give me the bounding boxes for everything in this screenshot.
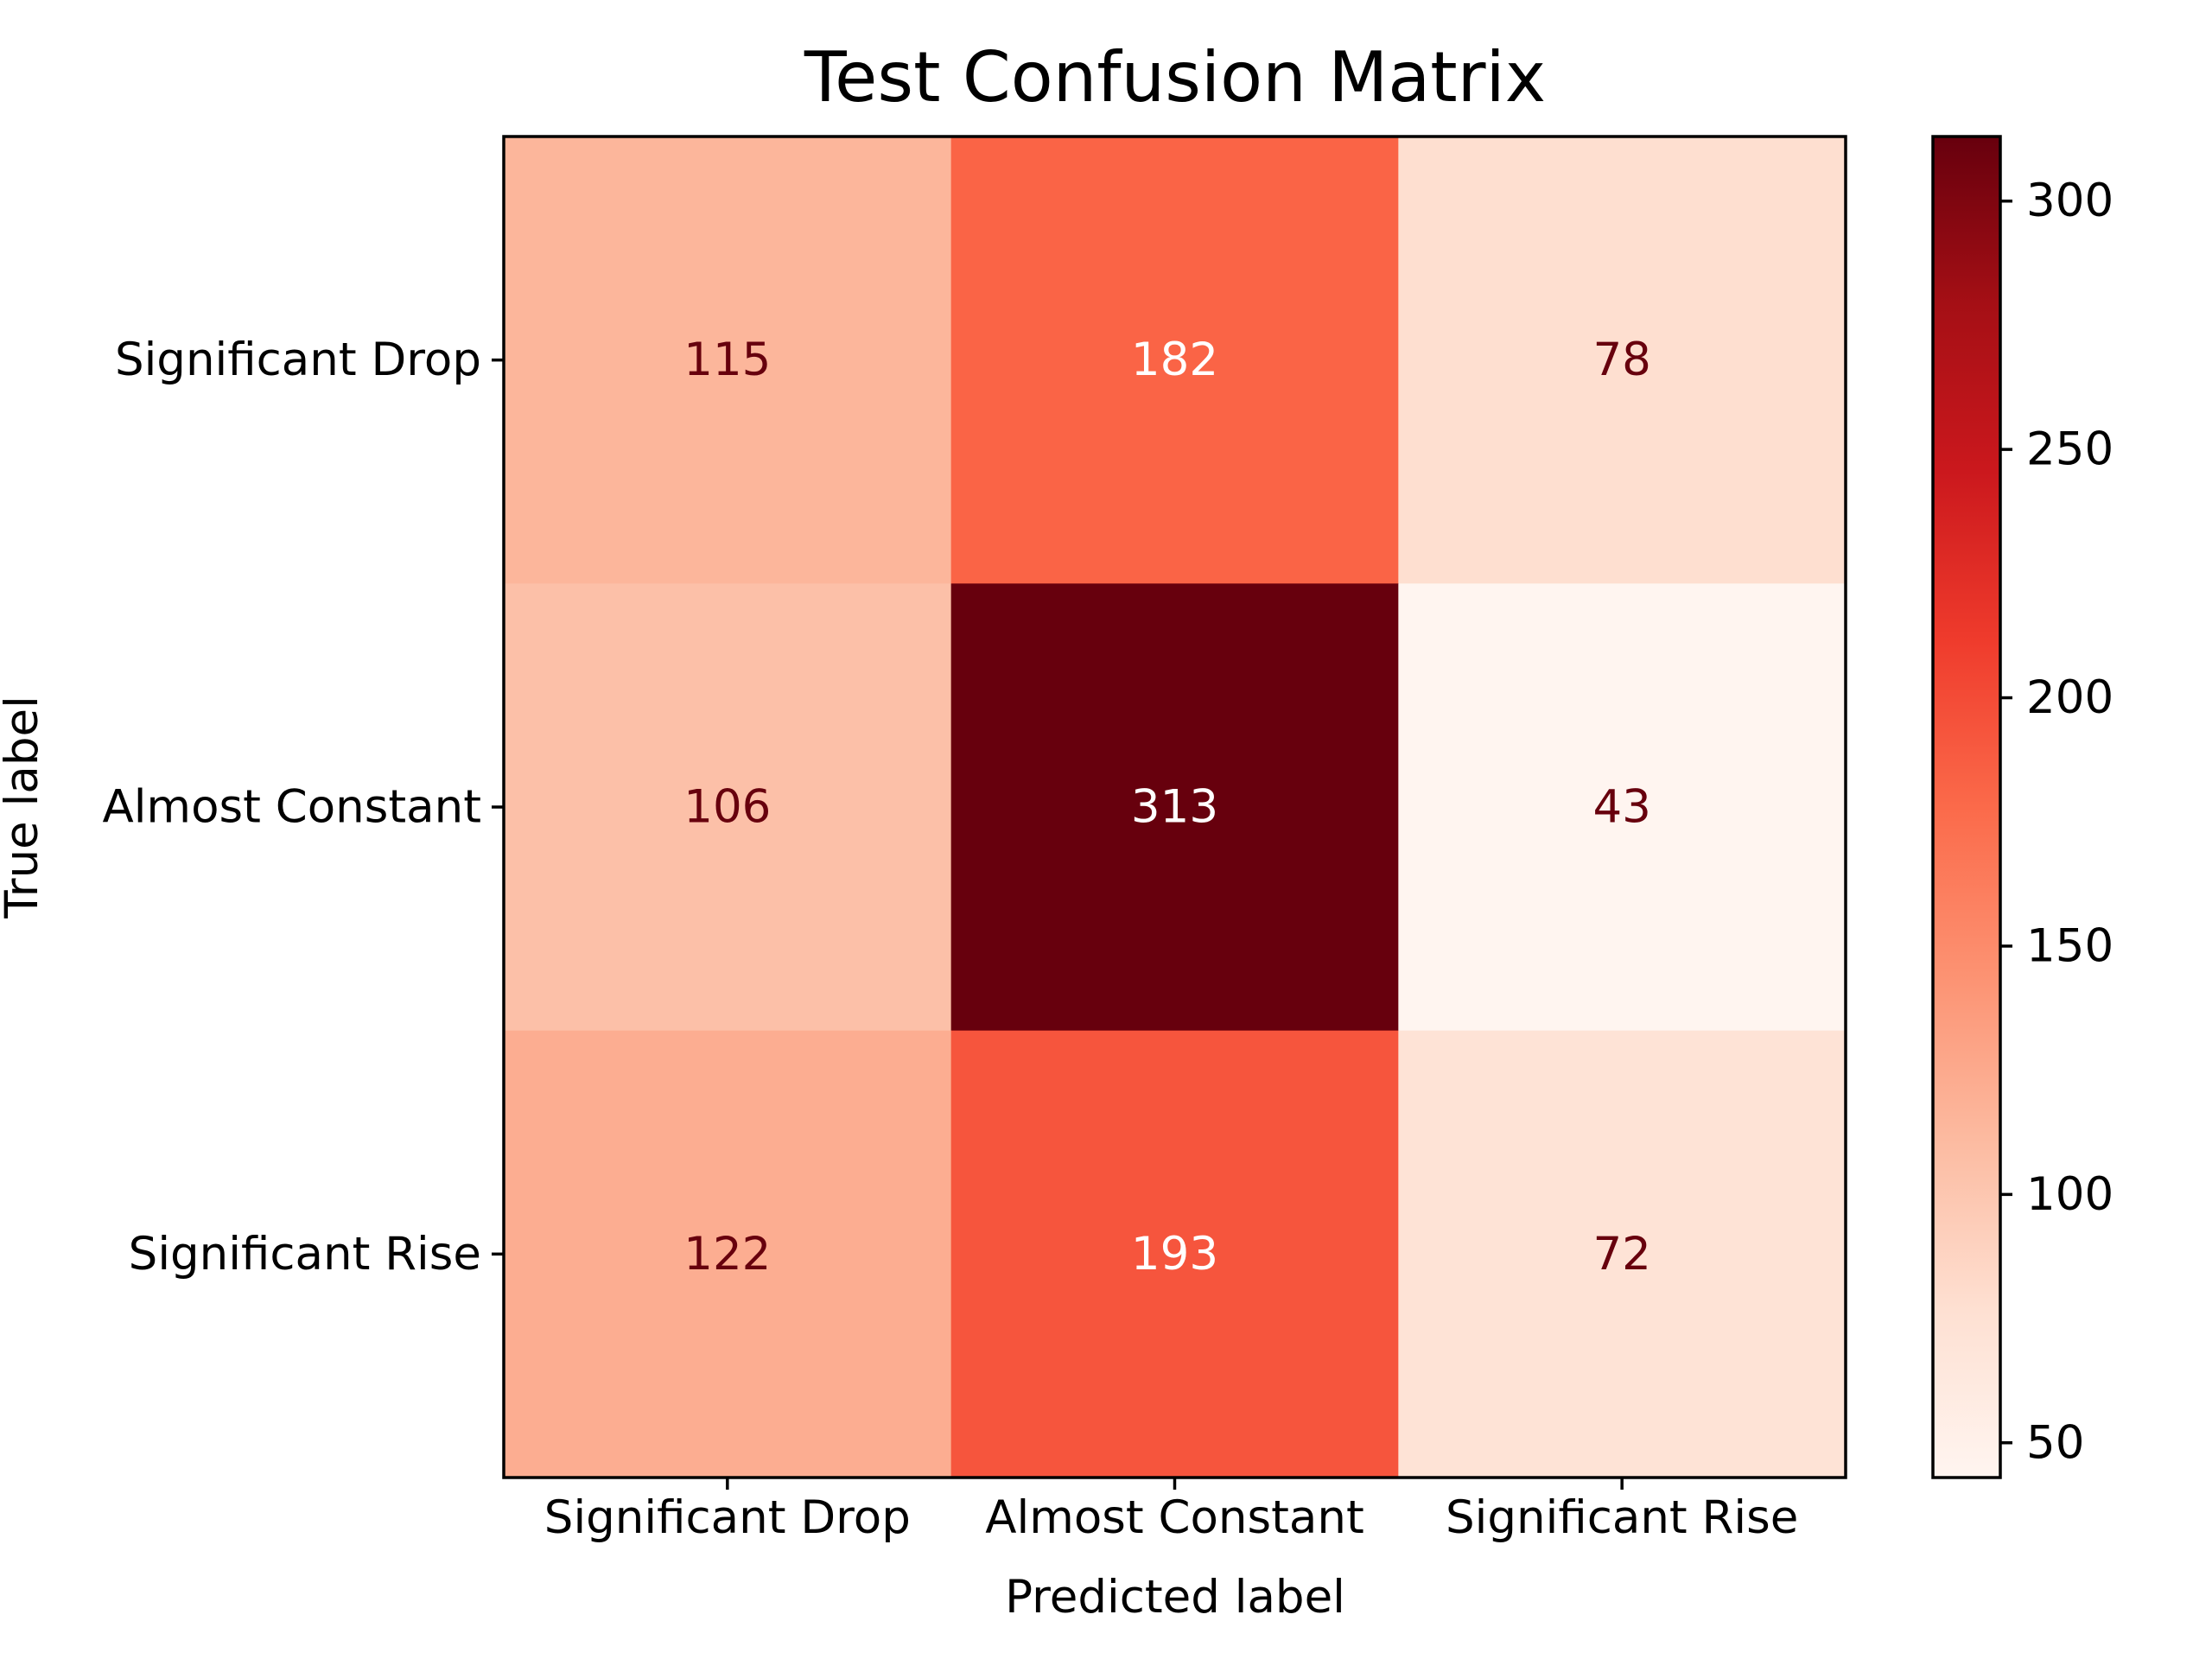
heatmap-cell: [950, 137, 1399, 584]
cell-value-label: 106: [683, 781, 771, 834]
y-tick-label: Significant Drop: [115, 334, 481, 386]
y-tick-label: Significant Rise: [129, 1228, 481, 1281]
cell-value-label: 122: [683, 1228, 771, 1281]
heatmap-cell: [950, 1030, 1399, 1478]
heatmap-cell: [1398, 583, 1847, 1032]
x-axis-ticks: Significant Drop Almost Constant Significa…: [544, 1478, 1798, 1544]
heatmap-cell: [504, 583, 952, 1032]
cell-value-label: 72: [1592, 1228, 1650, 1281]
cell-value-label: 43: [1592, 781, 1650, 834]
colorbar-ticks: 50 100 150 200 250 300: [2000, 175, 2113, 1469]
cell-value-label: 115: [683, 334, 771, 386]
heatmap-cell: [504, 137, 952, 584]
colorbar-tick-label: 300: [2026, 175, 2113, 227]
cell-value-label: 182: [1131, 334, 1218, 386]
colorbar-tick-label: 200: [2026, 671, 2113, 724]
colorbar-tick-label: 100: [2026, 1168, 2113, 1221]
cell-value-label: 78: [1592, 334, 1650, 386]
x-tick-label: Almost Constant: [985, 1491, 1364, 1544]
heatmap-cell: [950, 583, 1399, 1032]
heatmap-cells: [504, 137, 1847, 1478]
heatmap-cell: [1398, 1030, 1847, 1478]
x-axis-label: Predicted label: [1005, 1571, 1345, 1624]
cell-value-label: 313: [1131, 781, 1218, 834]
chart-title: Test Confusion Matrix: [804, 37, 1546, 118]
x-tick-label: Significant Drop: [544, 1491, 911, 1544]
colorbar: [1933, 137, 2000, 1478]
cell-value-label: 193: [1131, 1228, 1218, 1281]
heatmap-cell: [504, 1030, 952, 1478]
colorbar-tick-label: 150: [2026, 919, 2113, 972]
cell-value-labels: 115 182 78 106 313 43 122 193 72: [683, 334, 1651, 1281]
colorbar-frame: [1931, 135, 2002, 1479]
y-tick-label: Almost Constant: [102, 781, 481, 834]
x-tick-label: Significant Rise: [1446, 1491, 1798, 1544]
heatmap-cell: [1398, 137, 1847, 584]
y-axis-ticks: Significant Drop Almost Constant Significa…: [102, 334, 504, 1281]
colorbar-tick-label: 50: [2026, 1416, 2084, 1469]
colorbar-tick-label: 250: [2026, 423, 2113, 476]
y-axis-label: True label: [0, 696, 48, 919]
